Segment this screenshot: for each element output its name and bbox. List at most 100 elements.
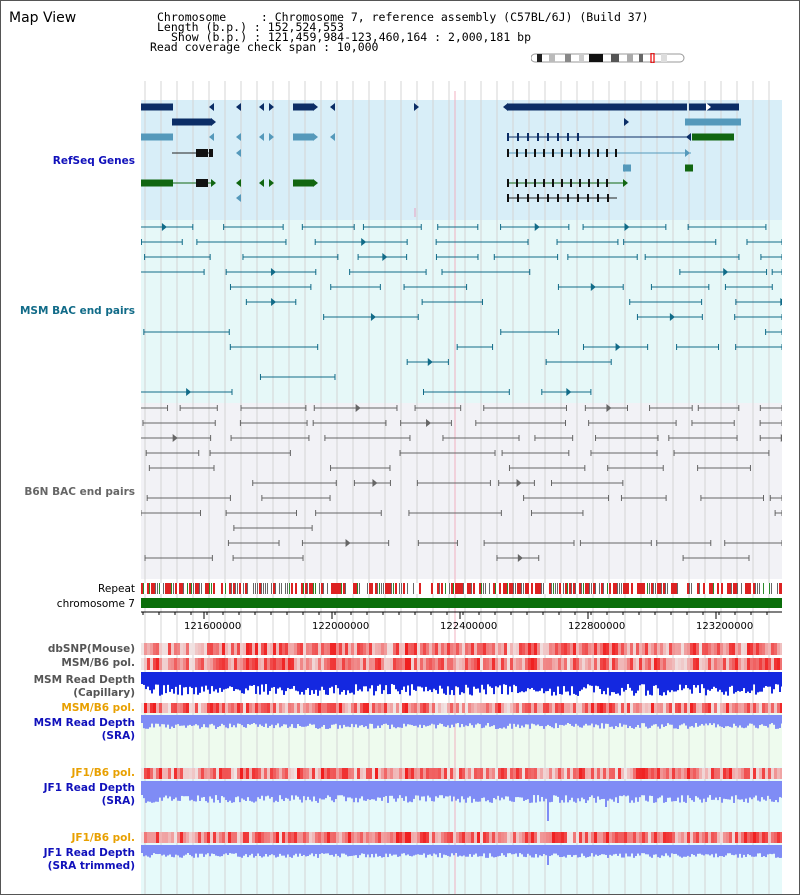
depth-bar bbox=[635, 715, 637, 728]
depth-bar bbox=[411, 672, 413, 685]
depth-bar bbox=[371, 845, 373, 855]
jf1-b6-pol-heat-strip[interactable] bbox=[141, 768, 782, 779]
heat-cell bbox=[636, 768, 639, 779]
heat-cell bbox=[402, 643, 405, 655]
depth-bar bbox=[449, 845, 451, 857]
depth-bar bbox=[301, 781, 303, 803]
depth-bar bbox=[421, 715, 423, 729]
heat-cell bbox=[336, 703, 339, 713]
repeat-mark bbox=[729, 583, 731, 594]
heat-cell bbox=[399, 703, 402, 713]
b6n-bac-end-pairs-track[interactable] bbox=[141, 403, 782, 579]
heat-cell bbox=[708, 832, 711, 843]
msm-depth-capillary-plot[interactable] bbox=[141, 672, 782, 702]
heat-cell bbox=[393, 703, 396, 713]
depth-bar bbox=[751, 672, 753, 691]
repeat-mark bbox=[385, 583, 387, 594]
depth-bar bbox=[451, 781, 453, 802]
depth-bar bbox=[497, 715, 499, 729]
depth-bar bbox=[601, 845, 603, 855]
depth-bar bbox=[523, 672, 525, 693]
depth-bar bbox=[495, 781, 497, 800]
heat-cell bbox=[444, 643, 447, 655]
depth-bar bbox=[517, 672, 519, 694]
depth-bar bbox=[767, 672, 769, 687]
dbsnp-heat-strip[interactable] bbox=[141, 643, 782, 655]
heat-cell bbox=[696, 832, 699, 843]
depth-bar bbox=[585, 672, 587, 689]
heat-cell bbox=[666, 832, 669, 843]
bac-arrow bbox=[669, 313, 675, 321]
heat-cell bbox=[669, 643, 672, 655]
heat-cell bbox=[192, 643, 195, 655]
repeat-mark bbox=[455, 583, 457, 594]
heat-cell bbox=[264, 643, 267, 655]
depth-bar bbox=[715, 672, 717, 689]
depth-bar bbox=[757, 672, 759, 693]
depth-bar bbox=[485, 672, 487, 695]
repeat-mark bbox=[275, 583, 276, 594]
heat-cell bbox=[753, 703, 756, 713]
heat-cell bbox=[408, 703, 411, 713]
depth-bar bbox=[295, 781, 297, 796]
heat-cell bbox=[210, 643, 213, 655]
refseq-genes-track[interactable] bbox=[141, 100, 782, 220]
depth-bar bbox=[755, 845, 757, 857]
depth-bar bbox=[481, 715, 483, 729]
msm-b6-pol-heat-strip-2[interactable] bbox=[141, 703, 782, 713]
heat-cell bbox=[321, 832, 324, 843]
heat-cell bbox=[549, 768, 552, 779]
heat-cell bbox=[615, 832, 618, 843]
heat-cell bbox=[441, 703, 444, 713]
repeat-mark bbox=[393, 583, 394, 594]
depth-bar bbox=[207, 672, 209, 690]
heat-cell bbox=[699, 768, 702, 779]
heat-cell bbox=[360, 658, 363, 670]
heat-cell bbox=[678, 658, 681, 670]
repeat-track[interactable] bbox=[141, 583, 782, 594]
depth-bar bbox=[599, 672, 601, 689]
jf1-b6-pol-heat-strip-2[interactable] bbox=[141, 832, 782, 843]
depth-bar bbox=[559, 672, 561, 695]
jf1-depth-sra-plot[interactable] bbox=[141, 781, 782, 825]
heat-cell bbox=[189, 768, 192, 779]
heat-cell bbox=[429, 658, 432, 670]
heat-cell bbox=[369, 703, 372, 713]
msm-depth-sra-plot[interactable] bbox=[141, 715, 782, 731]
depth-bar bbox=[493, 672, 495, 695]
depth-bar bbox=[413, 672, 415, 690]
heat-cell bbox=[627, 768, 630, 779]
depth-bar bbox=[699, 781, 701, 800]
msm-bac-end-pairs-track[interactable] bbox=[141, 220, 782, 403]
heat-cell bbox=[624, 768, 627, 779]
depth-bar bbox=[711, 781, 713, 800]
heat-cell bbox=[180, 658, 183, 670]
chromosome-bar[interactable] bbox=[141, 598, 782, 608]
heat-cell bbox=[375, 658, 378, 670]
msm-depth-cap-label: MSM Read Depth bbox=[33, 674, 135, 686]
jf1-depth-trimmed-plot[interactable] bbox=[141, 845, 782, 867]
heat-cell bbox=[561, 768, 564, 779]
depth-bar bbox=[707, 845, 709, 855]
heat-cell bbox=[657, 768, 660, 779]
depth-bar bbox=[627, 715, 629, 729]
heat-cell bbox=[204, 658, 207, 670]
depth-bar bbox=[589, 715, 591, 726]
depth-bar bbox=[605, 715, 607, 724]
depth-bar bbox=[645, 672, 647, 696]
depth-bar bbox=[337, 715, 339, 729]
depth-bar bbox=[571, 845, 573, 857]
tick-label: 122000000 bbox=[312, 621, 370, 632]
depth-bar bbox=[273, 845, 275, 856]
depth-bar bbox=[273, 781, 275, 803]
depth-bar bbox=[665, 781, 667, 803]
chromosome-ideogram[interactable] bbox=[531, 53, 685, 63]
heat-cell bbox=[660, 768, 663, 779]
msm-b6-pol-heat-strip[interactable] bbox=[141, 658, 782, 670]
heat-cell bbox=[432, 643, 435, 655]
depth-bar bbox=[383, 715, 385, 724]
depth-bar bbox=[611, 715, 613, 727]
heat-cell bbox=[231, 703, 234, 713]
depth-bar bbox=[233, 845, 235, 854]
depth-bar bbox=[393, 845, 395, 855]
